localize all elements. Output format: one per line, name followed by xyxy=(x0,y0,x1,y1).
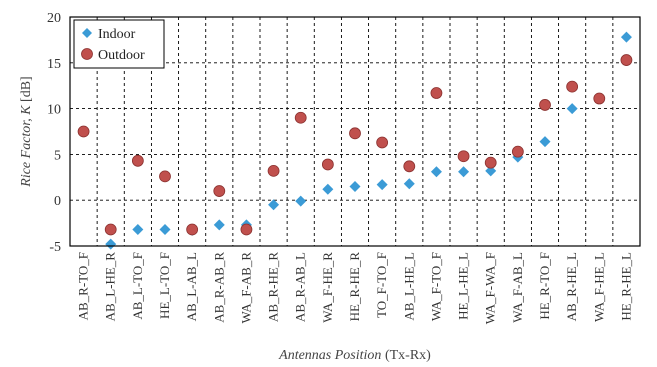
x-tick-label: HE_R-HE_R xyxy=(347,252,362,322)
data-point xyxy=(77,125,90,138)
data-point xyxy=(105,238,117,250)
x-tick-label: WA_F-AB_L xyxy=(510,252,525,323)
data-point xyxy=(458,166,470,178)
x-axis-ticks: AB_R-TO_F AB_L-HE_R AB_L-TO_F HE_L-TO_F AB_L… xyxy=(76,252,634,325)
data-point xyxy=(159,170,171,183)
x-tick-label: AB_L-HE_L xyxy=(401,252,416,321)
legend-marker-indoor xyxy=(82,28,92,38)
data-point xyxy=(511,145,524,158)
data-point xyxy=(213,219,225,231)
x-tick-label: AB_L-AB_L xyxy=(184,252,199,321)
x-tick-label: AB_R-HE_L xyxy=(564,252,579,321)
x-tick-label: AB_L-HE_R xyxy=(103,252,118,322)
x-axis-title: Antennas Position (Tx-Rx) xyxy=(278,348,431,363)
y-tick-label: 5 xyxy=(54,148,61,163)
x-tick-label: AB_R-AB_L xyxy=(293,252,308,322)
series-outdoor xyxy=(77,54,633,236)
x-tick-label: HE_R-HE_L xyxy=(618,252,633,321)
x-tick-label: HE_R-TO_F xyxy=(537,252,552,320)
data-point xyxy=(295,195,307,207)
grid xyxy=(70,17,640,246)
data-point xyxy=(132,224,144,236)
data-point xyxy=(322,183,334,195)
data-point xyxy=(240,223,253,236)
x-tick-label: HE_L-HE_L xyxy=(456,252,471,320)
data-point xyxy=(403,160,416,173)
y-tick-label: 15 xyxy=(47,57,61,72)
data-point xyxy=(484,156,497,169)
series-markers xyxy=(77,31,633,250)
y-tick-label: 0 xyxy=(54,194,61,209)
data-point xyxy=(539,136,551,148)
data-point xyxy=(321,158,334,171)
x-tick-label: AB_R-TO_F xyxy=(76,252,91,320)
legend-label-outdoor: Outdoor xyxy=(98,48,145,63)
data-point xyxy=(376,136,389,149)
data-point xyxy=(403,178,415,190)
x-tick-label: WA_F-TO_F xyxy=(428,252,443,321)
data-point xyxy=(457,150,470,163)
data-point xyxy=(620,31,632,43)
data-point xyxy=(539,99,551,111)
data-point xyxy=(430,87,443,99)
legend-label-indoor: Indoor xyxy=(98,27,136,42)
x-tick-label: TO_F-TO_F xyxy=(374,252,389,318)
y-tick-label: -5 xyxy=(49,240,61,255)
y-tick-label: 10 xyxy=(47,103,61,118)
data-point xyxy=(294,111,307,124)
legend-box xyxy=(73,19,165,69)
data-point xyxy=(349,127,361,140)
data-point xyxy=(268,199,280,211)
data-point xyxy=(593,92,606,105)
legend-marker-outdoor xyxy=(81,48,93,60)
x-tick-label: AB_R-HE_R xyxy=(266,252,281,322)
data-point xyxy=(349,180,361,192)
data-point xyxy=(566,80,579,93)
x-tick-label: AB_L-TO_F xyxy=(130,252,145,320)
x-tick-label: WA_F-AB_R xyxy=(238,252,253,324)
data-point xyxy=(566,103,578,115)
data-point xyxy=(104,223,117,236)
y-axis-title: Rice Factor, K [dB] xyxy=(19,76,34,187)
x-tick-label: WA_F-WA_F xyxy=(483,252,498,324)
x-tick-label: HE_L-TO_F xyxy=(157,252,172,319)
x-tick-label: AB_R-AB_R xyxy=(211,252,226,323)
data-point xyxy=(213,185,226,197)
data-point xyxy=(267,164,280,177)
data-point xyxy=(186,223,199,236)
data-point xyxy=(376,179,388,191)
data-point xyxy=(485,165,497,177)
legend: Indoor Outdoor xyxy=(73,19,165,69)
x-tick-label: WA_F-HE_R xyxy=(320,252,335,323)
y-tick-label: 20 xyxy=(47,11,61,26)
data-point xyxy=(620,54,633,66)
y-axis-ticks: -5 0 5 10 15 20 xyxy=(47,11,61,255)
x-tick-label: WA_F-HE_L xyxy=(591,252,606,322)
data-point xyxy=(159,224,171,236)
plot-area-frame xyxy=(69,16,641,247)
data-point xyxy=(430,166,442,178)
data-point xyxy=(131,154,144,167)
